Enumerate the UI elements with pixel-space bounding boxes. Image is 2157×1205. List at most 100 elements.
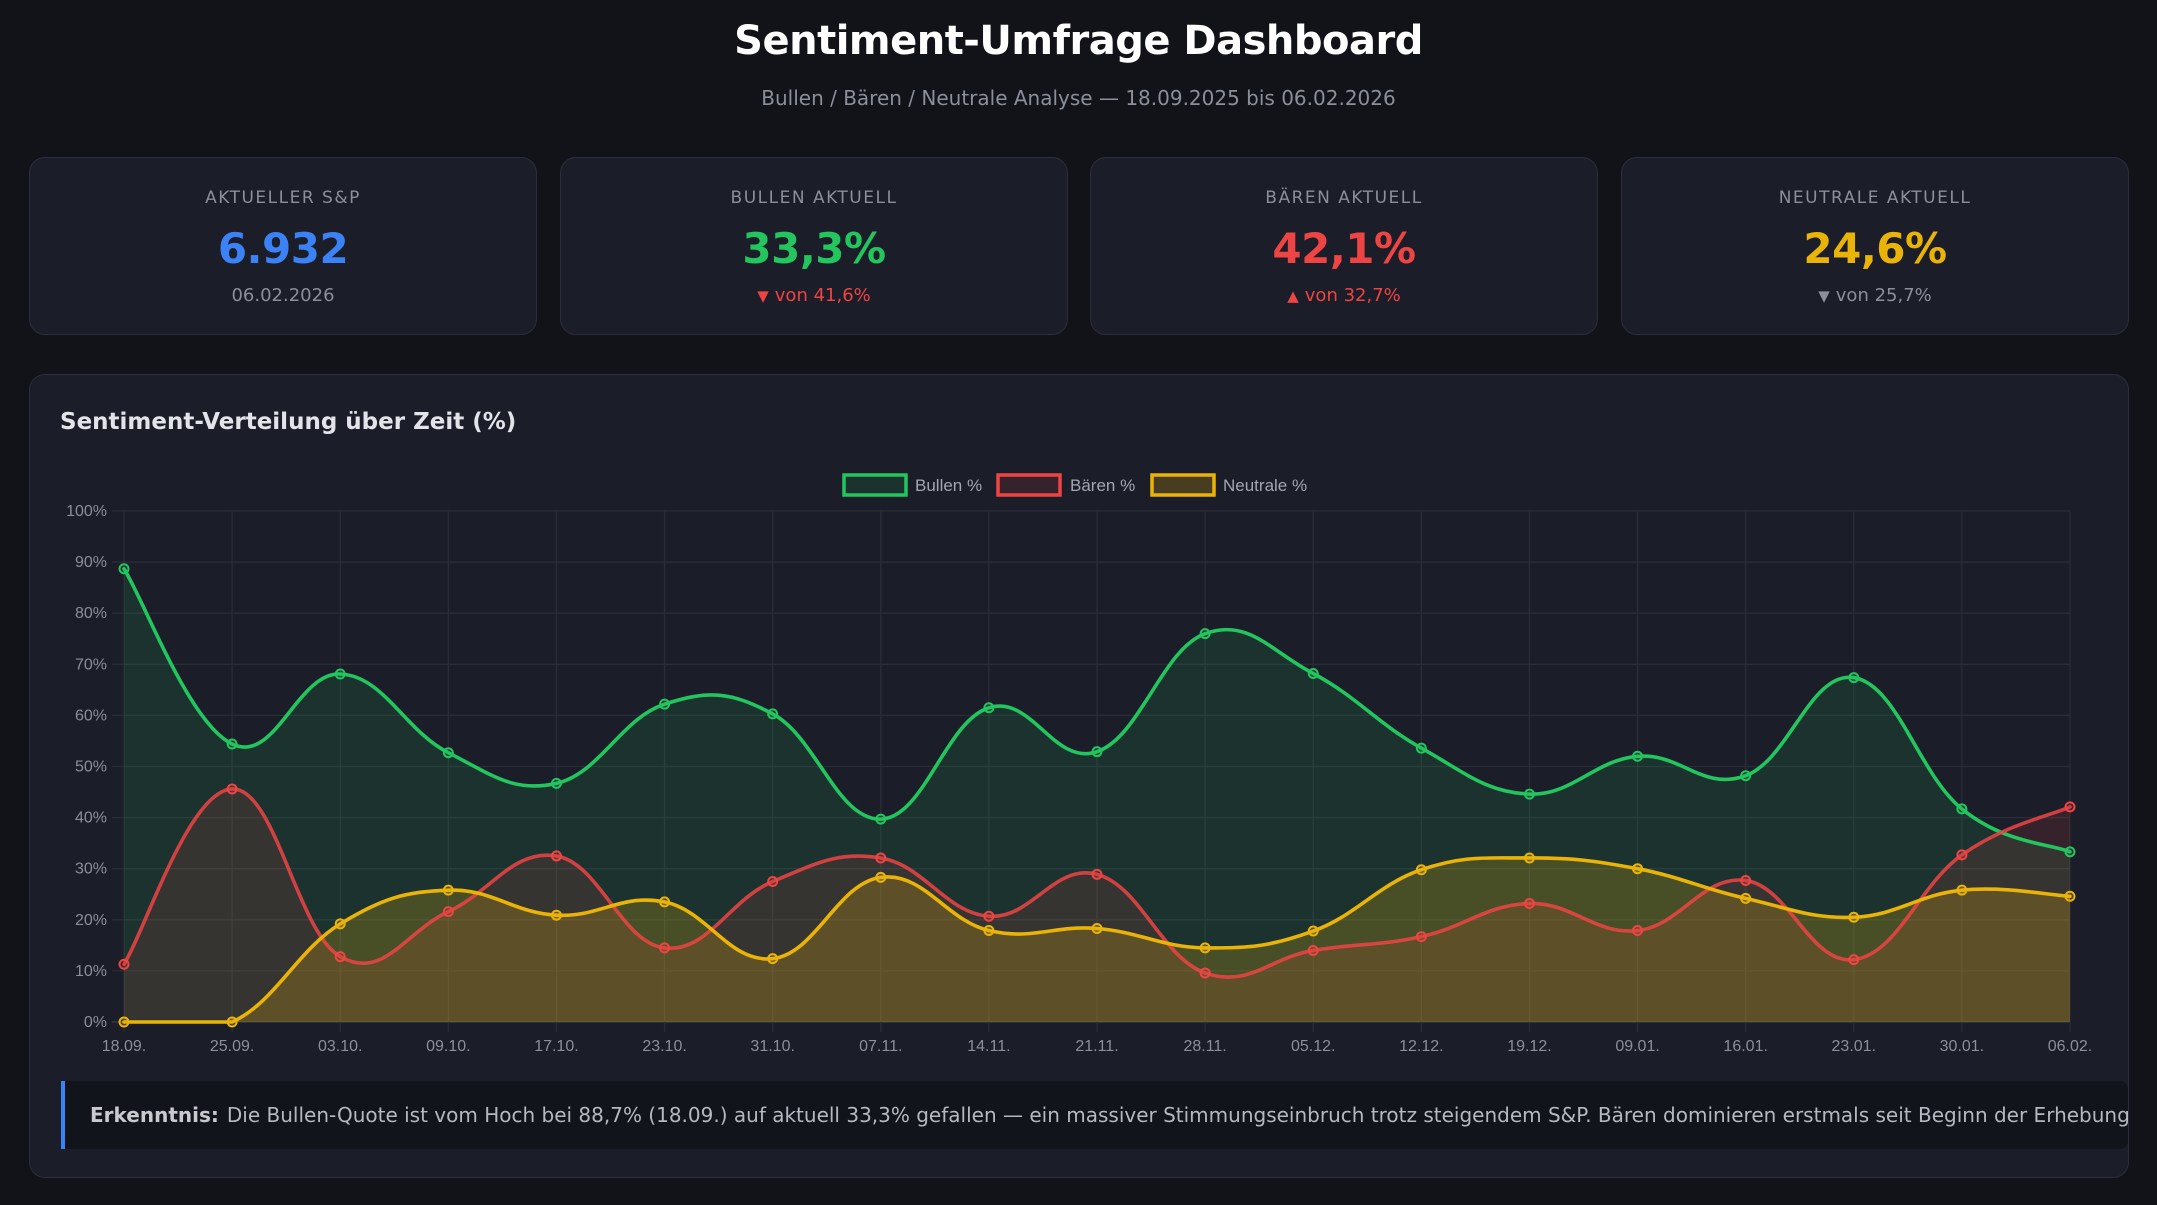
- data-point: [1523, 788, 1535, 800]
- insight-text: Die Bullen-Quote ist vom Hoch bei 88,7% …: [226, 1103, 2128, 1127]
- kpi-label: Neutrale aktuell: [1778, 188, 1972, 208]
- data-point: [659, 896, 671, 908]
- x-tick-label: 17.10.: [534, 1038, 578, 1055]
- kpi-value: 24,6%: [1803, 224, 1947, 273]
- x-tick-label: 05.12.: [1291, 1038, 1335, 1055]
- data-point: [1307, 944, 1319, 956]
- x-tick-label: 07.11.: [859, 1038, 902, 1055]
- area-neutral: [124, 857, 2070, 1022]
- insight-label: Erkenntnis:: [90, 1103, 219, 1127]
- data-point: [659, 698, 671, 710]
- data-point: [1956, 803, 1968, 815]
- data-point: [118, 563, 130, 575]
- data-point: [226, 1016, 238, 1028]
- data-point: [334, 951, 346, 963]
- y-tick-label: 10%: [75, 963, 107, 980]
- insight-box: Erkenntnis: Die Bullen-Quote ist vom Hoc…: [61, 1081, 2128, 1149]
- x-tick-label: 09.10.: [426, 1038, 470, 1055]
- legend-label: Bullen %: [915, 476, 982, 495]
- x-tick-label: 14.11.: [967, 1038, 1010, 1055]
- data-point: [1199, 967, 1211, 979]
- data-point: [1523, 897, 1535, 909]
- series-line-bears: [122, 787, 2072, 979]
- x-tick-label: 06.02.: [2048, 1038, 2092, 1055]
- kpi-value: 33,3%: [742, 224, 886, 273]
- legend-swatch: [1150, 473, 1216, 497]
- area-bulls: [124, 568, 2070, 1022]
- x-tick-label: 31.10.: [750, 1038, 794, 1055]
- data-point: [983, 925, 995, 937]
- arrow-down-icon: ▼: [757, 287, 769, 305]
- y-tick-label: 40%: [75, 810, 107, 827]
- axes: 0% 10% 20% 30% 40% 50% 60% 70% 80% 90% 100% 18.09. 2…: [66, 503, 2092, 1055]
- kpi-card-sp500: Aktueller S&P 6.932 06.02.2026: [29, 157, 537, 335]
- data-point: [550, 777, 562, 789]
- data-point: [1632, 925, 1644, 937]
- kpi-value: 6.932: [217, 224, 349, 273]
- x-tick-label: 23.10.: [642, 1038, 686, 1055]
- data-point: [550, 850, 562, 862]
- kpi-date: 06.02.2026: [30, 285, 536, 306]
- x-tick-label: 16.01.: [1723, 1038, 1767, 1055]
- data-point: [1848, 954, 1860, 966]
- legend-label: Bären %: [1070, 476, 1135, 495]
- y-tick-label: 50%: [75, 759, 107, 776]
- data-point: [1199, 942, 1211, 954]
- data-point: [983, 910, 995, 922]
- legend-label: Neutrale %: [1223, 476, 1307, 495]
- kpi-value: 42,1%: [1272, 224, 1416, 273]
- data-point: [767, 875, 779, 887]
- data-point: [334, 918, 346, 930]
- data-point: [767, 708, 779, 720]
- y-tick-label: 60%: [75, 707, 107, 724]
- data-point: [118, 1016, 130, 1028]
- y-tick-label: 70%: [75, 656, 107, 673]
- kpi-card-bears: Bären aktuell 42,1% ▲ von 32,7%: [1090, 157, 1598, 335]
- data-point: [1632, 863, 1644, 875]
- chart-title: Sentiment-Verteilung über Zeit (%): [60, 409, 517, 435]
- arrow-down-icon: ▼: [1818, 287, 1830, 305]
- kpi-sub-text: von 41,6%: [774, 285, 871, 306]
- data-point: [442, 747, 454, 759]
- kpi-label: Bären aktuell: [1265, 188, 1423, 208]
- kpi-sub-text: von 25,7%: [1835, 285, 1932, 306]
- data-point: [1848, 911, 1860, 923]
- x-tick-label: 03.10.: [318, 1038, 362, 1055]
- arrow-up-icon: ▲: [1287, 287, 1299, 305]
- grid: [112, 510, 2071, 1032]
- x-tick-label: 12.12.: [1399, 1038, 1443, 1055]
- data-point: [1307, 925, 1319, 937]
- data-point: [1848, 672, 1860, 684]
- sentiment-line-chart: 0% 10% 20% 30% 40% 50% 60% 70% 80% 90% 100% 18.09. 2…: [66, 473, 2092, 1055]
- data-point: [1307, 667, 1319, 679]
- y-tick-label: 20%: [75, 912, 107, 929]
- data-point: [875, 871, 887, 883]
- y-tick-label: 30%: [75, 861, 107, 878]
- data-point: [226, 783, 238, 795]
- data-point: [2064, 890, 2076, 902]
- x-tick-label: 19.12.: [1507, 1038, 1551, 1055]
- data-point: [983, 702, 995, 714]
- kpi-sub-text: von 32,7%: [1304, 285, 1401, 306]
- x-tick-label: 09.01.: [1615, 1038, 1659, 1055]
- kpi-change: ▲ von 32,7%: [1091, 285, 1597, 306]
- data-point: [1199, 628, 1211, 640]
- legend-swatch: [842, 473, 908, 497]
- data-point: [1740, 770, 1752, 782]
- data-point: [442, 884, 454, 896]
- data-point: [1632, 750, 1644, 762]
- chart-panel: Sentiment-Verteilung über Zeit (%) 0% 10%…: [29, 374, 2129, 1178]
- kpi-label: Bullen aktuell: [730, 188, 898, 208]
- y-tick-label: 100%: [66, 503, 107, 520]
- area-bears: [124, 788, 2070, 1022]
- x-tick-label: 23.01.: [1832, 1038, 1876, 1055]
- data-point: [226, 738, 238, 750]
- x-tick-label: 21.11.: [1075, 1038, 1118, 1055]
- data-point: [1091, 922, 1103, 934]
- data-point: [1956, 849, 1968, 861]
- x-tick-label: 18.09.: [102, 1038, 146, 1055]
- y-tick-label: 0%: [84, 1014, 107, 1031]
- kpi-sub-text: 06.02.2026: [231, 285, 335, 306]
- series-line-bulls: [122, 566, 2072, 854]
- x-tick-label: 25.09.: [210, 1038, 254, 1055]
